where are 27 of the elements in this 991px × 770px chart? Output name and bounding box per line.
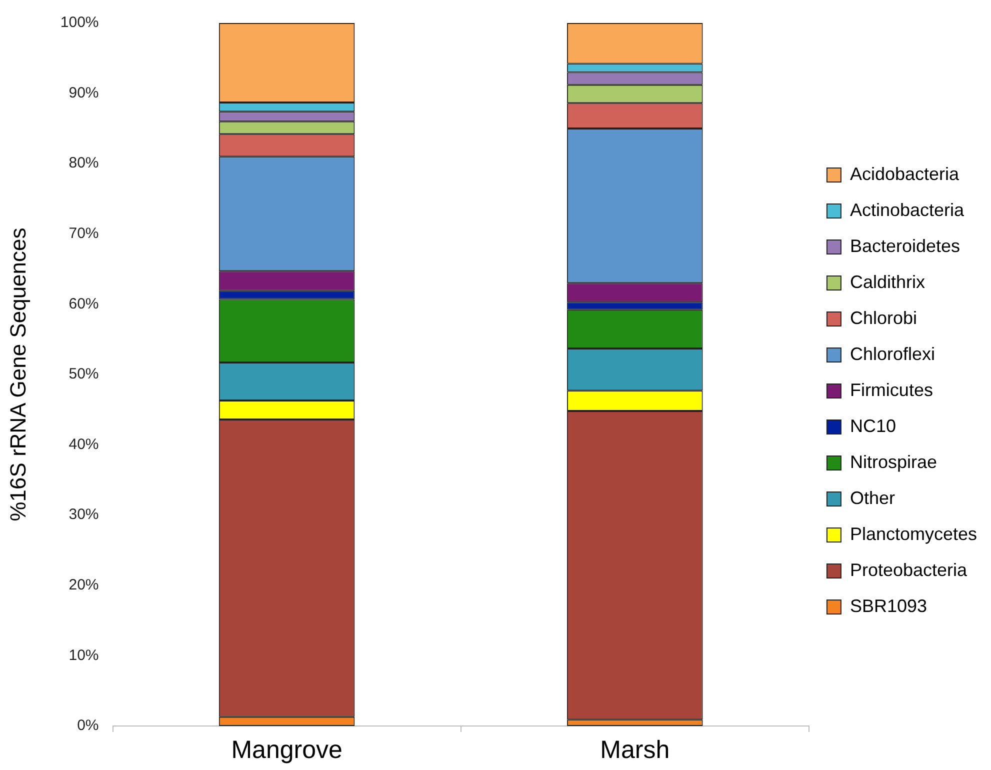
y-tick-label: 70%	[68, 225, 99, 242]
legend-label: Chlorobi	[850, 308, 917, 328]
legend-label: Nitrospirae	[850, 452, 937, 472]
y-tick-label: 80%	[68, 154, 99, 172]
y-tick-label: 0%	[77, 717, 99, 734]
legend-label: Caldithrix	[850, 272, 925, 292]
legend-label: Planctomycetes	[850, 524, 978, 544]
y-tick-label: 10%	[68, 646, 99, 664]
y-tick-label: 20%	[68, 576, 99, 594]
y-tick-label: 100%	[60, 14, 99, 32]
legend-label: Actinobacteria	[850, 200, 965, 220]
y-tick-label: 40%	[68, 436, 99, 453]
legend-label: NC10	[850, 416, 896, 436]
y-tick-label: 50%	[68, 366, 99, 383]
y-axis-title: %16S rRNA Gene Sequences	[5, 228, 30, 522]
legend-label: Firmicutes	[850, 380, 933, 400]
y-tick-label: 30%	[68, 506, 99, 524]
y-tick-label: 60%	[68, 295, 99, 312]
x-tick-label: Mangrove	[231, 736, 342, 764]
legend-label: Acidobacteria	[850, 164, 960, 184]
legend-label: Chloroflexi	[850, 344, 935, 364]
legend-label: Other	[850, 488, 895, 508]
legend-label: Proteobacteria	[850, 560, 968, 580]
legend-label: Bacteroidetes	[850, 236, 960, 256]
y-tick-label: 90%	[68, 84, 99, 102]
x-tick-label: Marsh	[600, 736, 670, 764]
legend-label: SBR1093	[850, 596, 928, 616]
